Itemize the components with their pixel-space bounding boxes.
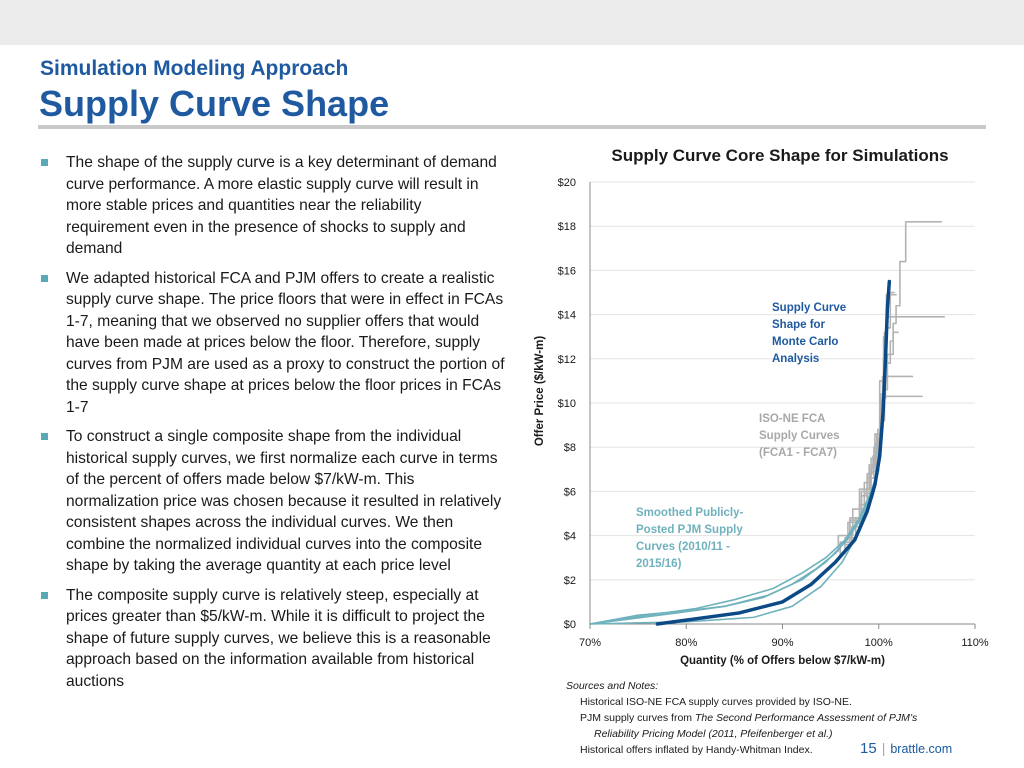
bullet-item: The composite supply curve is relatively…	[38, 585, 508, 693]
pjm-curve-line	[589, 468, 880, 625]
notes-line: Historical ISO-NE FCA supply curves prov…	[580, 696, 852, 708]
bullet-item: We adapted historical FCA and PJM offers…	[38, 268, 508, 419]
x-tick-label: 70%	[579, 637, 601, 649]
y-tick-label: $10	[558, 398, 576, 410]
notes-citation: The Second Performance Assessment of PJM…	[694, 712, 918, 724]
bullet-square-icon	[41, 433, 48, 440]
y-tick-label: $20	[558, 177, 576, 189]
series-annotation-pjm: 2015/16)	[636, 558, 682, 570]
y-tick-label: $6	[564, 486, 576, 498]
series-annotation-pjm: Posted PJM Supply	[636, 524, 743, 536]
y-tick-label: $18	[558, 221, 576, 233]
notes-line: Historical offers inflated by Handy-Whit…	[580, 744, 813, 756]
series-annotation-fca: Supply Curves	[759, 430, 840, 442]
y-tick-label: $12	[558, 354, 576, 366]
series-annotation-composite: Supply Curve	[772, 302, 846, 314]
pjm-curve-line	[589, 468, 880, 625]
fca-curve-line	[847, 331, 899, 541]
top-bar	[0, 0, 1024, 45]
bullet-text: The shape of the supply curve is a key d…	[66, 154, 497, 257]
y-tick-label: $16	[558, 265, 576, 277]
y-tick-label: $4	[564, 531, 576, 543]
bullet-text: We adapted historical FCA and PJM offers…	[66, 269, 505, 416]
y-axis-title: Offer Price ($/kW-m)	[534, 336, 546, 446]
bullet-text: To construct a single composite shape fr…	[66, 428, 502, 574]
footer-website-link[interactable]: brattle.com	[890, 742, 953, 756]
x-tick-label: 110%	[961, 637, 989, 649]
bullet-square-icon	[41, 159, 48, 166]
bullet-item: To construct a single composite shape fr…	[38, 426, 508, 577]
x-tick-label: 100%	[865, 637, 893, 649]
x-tick-label: 90%	[771, 637, 793, 649]
composite-curve-line	[655, 279, 892, 626]
pjm-curve-line	[589, 468, 880, 625]
notes-line: PJM supply curves from The Second Perfor…	[566, 710, 917, 726]
bullet-square-icon	[41, 274, 48, 282]
notes-line-prefix: PJM supply curves from	[580, 712, 695, 724]
series-annotation-composite: Analysis	[772, 353, 819, 365]
slide-subtitle: Simulation Modeling Approach	[40, 57, 349, 80]
series-annotation-composite: Shape for	[772, 319, 826, 331]
chart-title: Supply Curve Core Shape for Simulations	[611, 146, 949, 165]
series-annotation-fca: ISO-NE FCA	[759, 413, 825, 425]
footer: 15 | brattle.com	[860, 740, 952, 757]
y-tick-label: $14	[558, 310, 576, 322]
notes-citation-cont: Reliability Pricing Model (2011, Pfeifen…	[594, 728, 833, 740]
x-tick-label: 80%	[675, 637, 697, 649]
series-annotation-fca: (FCA1 - FCA7)	[759, 447, 837, 459]
title-divider	[38, 125, 986, 129]
series-annotation-pjm: Smoothed Publicly-	[636, 507, 744, 519]
pjm-curve-line	[589, 468, 880, 625]
y-tick-label: $0	[564, 619, 576, 631]
series-annotation-pjm: Curves (2010/11 -	[636, 541, 730, 553]
y-tick-label: $8	[564, 442, 576, 454]
sources-notes: Sources and Notes: Historical ISO-NE FCA…	[566, 678, 917, 758]
notes-line: Reliability Pricing Model (2011, Pfeifen…	[566, 726, 917, 742]
slide-title: Supply Curve Shape	[39, 83, 390, 124]
page-number: 15	[860, 740, 877, 757]
y-tick-label: $2	[564, 575, 576, 587]
x-axis-title: Quantity (% of Offers below $7/kW-m)	[680, 655, 885, 667]
footer-separator: |	[881, 740, 886, 756]
series-annotation-composite: Monte Carlo	[772, 336, 838, 348]
bullet-text: The composite supply curve is relatively…	[66, 586, 491, 690]
bullet-list: The shape of the supply curve is a key d…	[38, 152, 508, 700]
notes-heading: Sources and Notes:	[566, 680, 659, 692]
bullet-item: The shape of the supply curve is a key d…	[38, 152, 508, 260]
bullet-square-icon	[41, 591, 48, 599]
